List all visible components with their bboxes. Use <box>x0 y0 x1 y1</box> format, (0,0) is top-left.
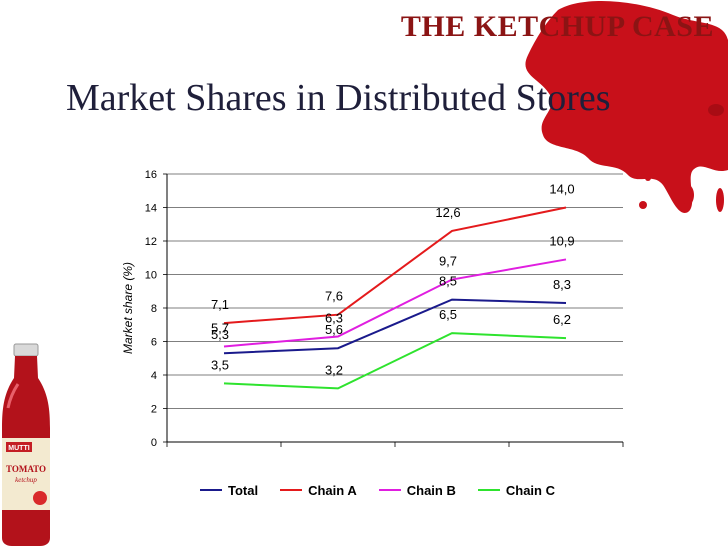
case-title: THE KETCHUP CASE <box>400 10 714 43</box>
data-label: 5,7 <box>211 321 229 336</box>
legend-swatch <box>200 489 222 491</box>
y-tick-label: 0 <box>151 437 157 449</box>
data-label: 3,5 <box>211 357 229 372</box>
data-labels: 5,3 5,6 8,5 8,3 7,1 7,6 12,6 14,0 5,7 6,3 9,7 10,9 3… <box>211 182 575 378</box>
bottle-brand-label: MUTTI <box>8 445 29 452</box>
y-tick-label: 6 <box>151 337 157 349</box>
data-label: 8,5 <box>439 274 457 289</box>
data-label: 12,6 <box>435 205 460 220</box>
data-label: 5,3 <box>211 327 229 342</box>
data-label: 8,3 <box>553 277 571 292</box>
ketchup-bottle-image: MUTTI TOMATO ketchup <box>2 343 50 546</box>
legend-swatch <box>280 489 303 491</box>
chart-axes <box>163 173 624 447</box>
legend-swatch <box>477 489 500 491</box>
chart-legend: Total Chain A Chain B Chain C <box>200 480 555 500</box>
legend-swatch <box>378 489 401 491</box>
series-lines <box>223 206 567 390</box>
legend-label: Total <box>228 482 259 498</box>
bottle-product-label: TOMATO <box>6 464 46 474</box>
legend-label: Chain A <box>308 482 357 498</box>
y-tick-label: 14 <box>145 203 157 215</box>
slide-title: Market Shares in Distributed Stores <box>66 77 611 119</box>
legend-item: Total <box>200 483 258 498</box>
y-tick-label: 12 <box>145 236 157 248</box>
legend-label: Chain B <box>406 482 456 498</box>
data-label: 14,0 <box>549 182 574 197</box>
data-label: 5,6 <box>325 322 343 337</box>
legend-item: Chain C <box>477 482 555 498</box>
data-label: 3,2 <box>325 362 343 377</box>
data-label: 6,3 <box>325 310 343 325</box>
y-tick-labels: 0 2 4 6 8 10 12 14 16 <box>145 169 157 449</box>
data-label: 9,7 <box>439 254 457 269</box>
legend-label: Chain C <box>505 482 555 498</box>
y-tick-label: 16 <box>145 169 157 181</box>
data-label: 7,1 <box>211 297 229 312</box>
bottle-product-sublabel: ketchup <box>15 476 37 484</box>
ketchup-splat-image <box>525 0 728 213</box>
y-tick-label: 4 <box>151 370 157 382</box>
data-label: 6,5 <box>439 307 457 322</box>
data-label: 6,2 <box>553 312 571 327</box>
data-label: 10,9 <box>549 233 574 248</box>
series-line-chain-c <box>223 332 567 390</box>
y-tick-label: 10 <box>145 270 157 282</box>
series-line-total <box>223 298 567 355</box>
y-tick-label: 8 <box>151 303 157 315</box>
legend-item: Chain B <box>378 482 456 498</box>
series-line-chain-a <box>223 206 567 325</box>
data-label: 7,6 <box>325 289 343 304</box>
legend-item: Chain A <box>280 483 357 498</box>
y-tick-label: 2 <box>151 404 157 416</box>
series-line-chain-b <box>223 258 567 348</box>
y-axis-label: Market share (%) <box>121 262 135 354</box>
